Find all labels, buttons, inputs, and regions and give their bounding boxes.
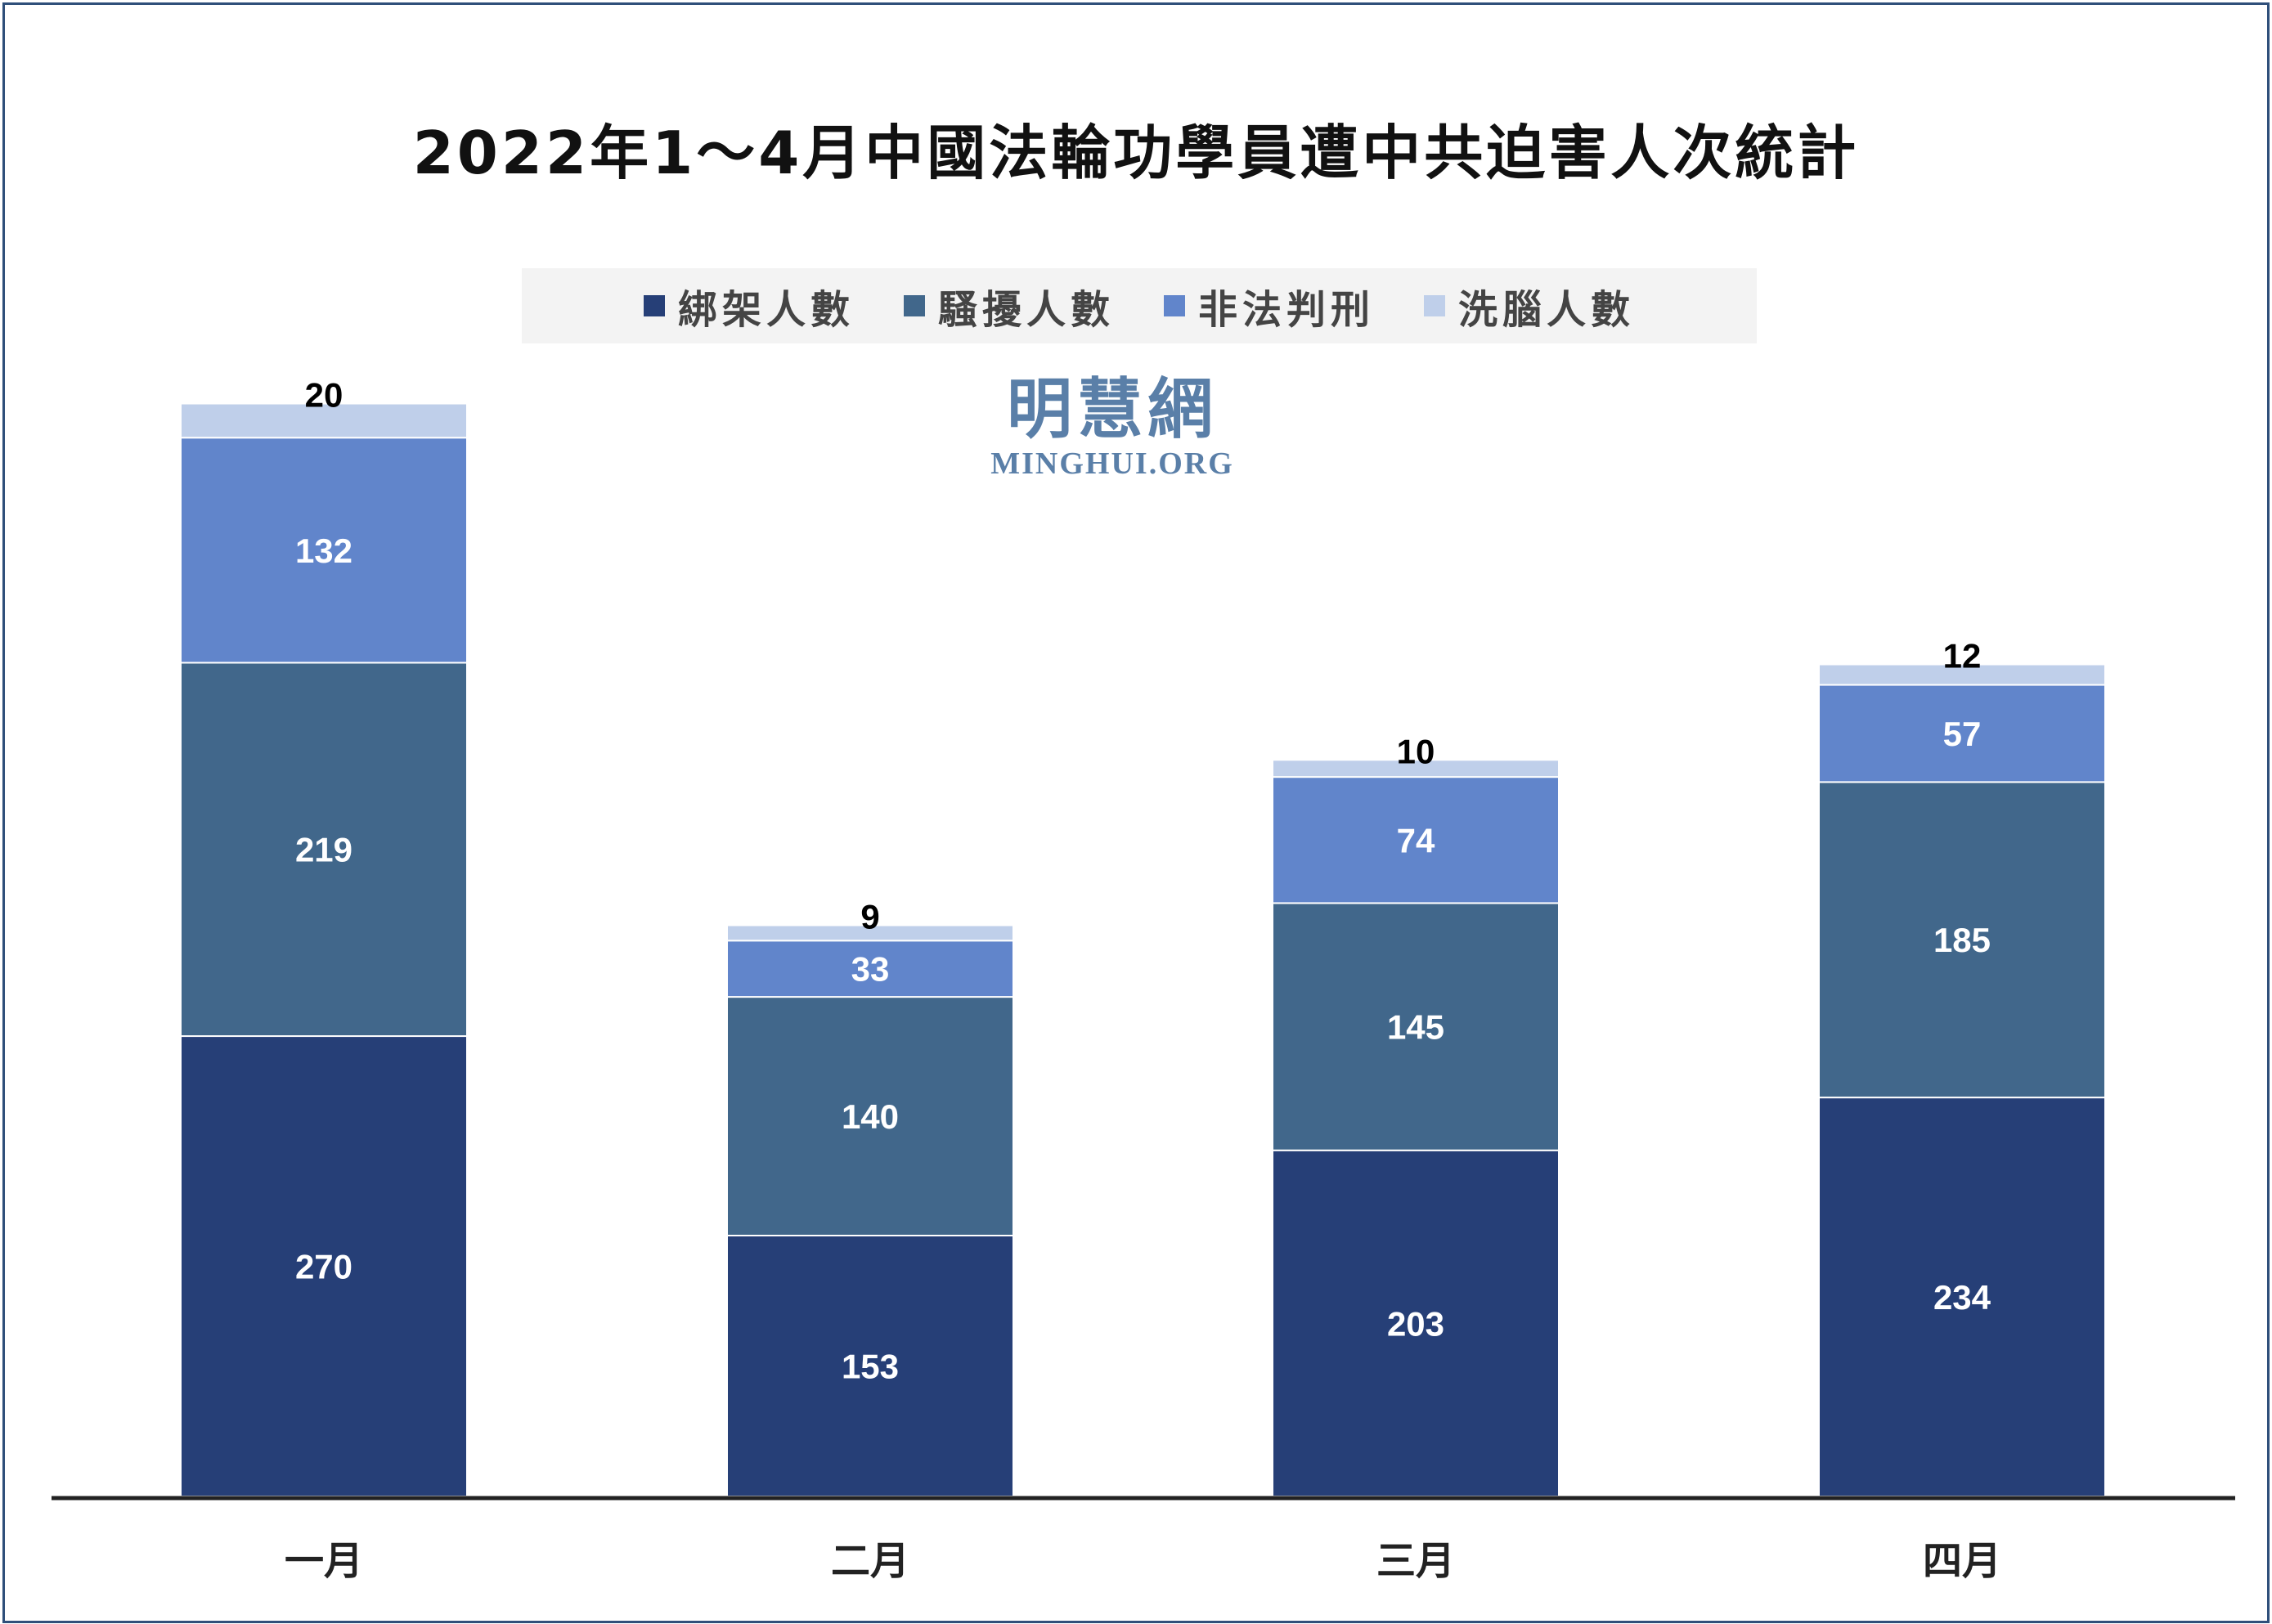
bar-harassed-3 <box>1272 902 1560 1151</box>
bar-abducted-2 <box>726 1234 1014 1497</box>
bar-abducted-1 <box>180 1035 468 1498</box>
legend-swatch-abducted <box>643 295 665 316</box>
bar-brainwashed-3 <box>1272 759 1560 778</box>
data-label-brainwashed-3: 10 <box>1397 732 1435 770</box>
data-label-abducted-3: 203 <box>1387 1304 1444 1343</box>
bar-brainwashed-1 <box>180 402 468 439</box>
legend: 綁架人數 騷擾人數 非法判刑 洗腦人數 <box>522 268 1757 343</box>
bar-sentenced-4 <box>1818 684 2106 783</box>
legend-label-harassed: 騷擾人數 <box>937 287 1115 333</box>
category-label-3: 三月 <box>1376 1538 1455 1584</box>
data-label-sentenced-3: 74 <box>1397 821 1435 859</box>
data-label-brainwashed-4: 12 <box>1943 637 1982 675</box>
data-label-brainwashed-2: 9 <box>860 898 879 936</box>
bar-harassed-4 <box>1818 781 2106 1099</box>
category-label-2: 二月 <box>831 1538 909 1584</box>
bar-brainwashed-2 <box>726 924 1014 942</box>
data-label-abducted-1: 270 <box>295 1248 352 1286</box>
data-label-sentenced-2: 33 <box>851 950 890 989</box>
legend-item-brainwashed: 洗腦人數 <box>1424 277 1635 334</box>
bar-harassed-1 <box>180 662 468 1038</box>
category-label-4: 四月 <box>1923 1538 2001 1584</box>
chart-title: 2022年1～4月中國法輪功學員遭中共迫害人次統計 <box>412 119 1860 187</box>
bar-abducted-4 <box>1818 1097 2106 1497</box>
data-label-abducted-2: 153 <box>842 1347 899 1385</box>
bar-brainwashed-4 <box>1818 663 2106 686</box>
legend-swatch-harassed <box>903 295 925 316</box>
data-label-abducted-4: 234 <box>1933 1278 1991 1317</box>
legend-label-abducted: 綁架人數 <box>677 287 855 333</box>
data-label-brainwashed-1: 20 <box>305 376 343 415</box>
data-label-harassed-3: 145 <box>1387 1008 1444 1047</box>
watermark-chinese: 明慧網 <box>1007 370 1218 447</box>
legend-item-harassed: 騷擾人數 <box>903 277 1115 334</box>
data-label-harassed-1: 219 <box>295 831 352 869</box>
bars-group: 270 219 132 20 153 140 33 9 203 145 74 10 234 185 57 12 <box>180 376 2106 1498</box>
minghui-watermark: 明慧網 MINGHUI.ORG <box>949 372 1276 482</box>
bar-abducted-3 <box>1272 1149 1560 1497</box>
bar-sentenced-3 <box>1272 776 1560 904</box>
bar-harassed-2 <box>726 996 1014 1236</box>
category-labels-group: 一月 二月 三月 四月 <box>285 1538 2001 1584</box>
data-label-sentenced-1: 132 <box>295 532 352 570</box>
data-label-harassed-4: 185 <box>1933 921 1991 959</box>
data-label-sentenced-4: 57 <box>1943 715 1982 753</box>
category-label-1: 一月 <box>285 1538 363 1584</box>
bar-sentenced-1 <box>180 437 468 664</box>
legend-label-sentenced: 非法判刑 <box>1198 287 1376 333</box>
legend-item-abducted: 綁架人數 <box>643 277 855 334</box>
legend-item-sentenced: 非法判刑 <box>1164 277 1375 334</box>
watermark-english: MINGHUI.ORG <box>990 446 1234 481</box>
data-label-harassed-2: 140 <box>842 1097 899 1136</box>
legend-swatch-brainwashed <box>1424 295 1446 316</box>
legend-label-brainwashed: 洗腦人數 <box>1458 287 1636 333</box>
legend-swatch-sentenced <box>1164 295 1185 316</box>
